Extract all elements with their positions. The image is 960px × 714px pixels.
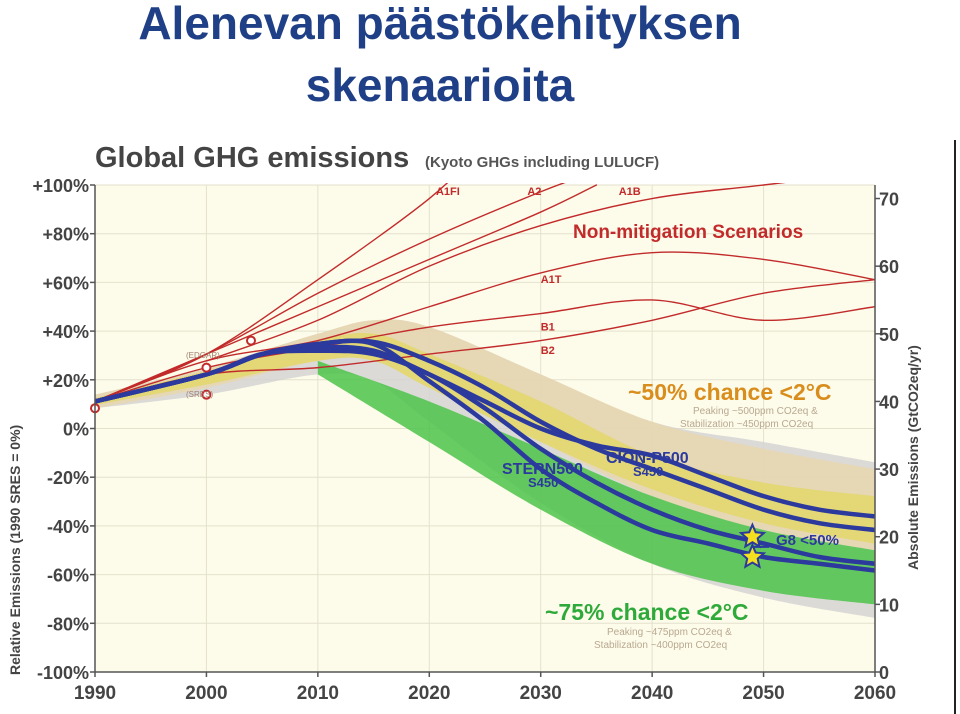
- right-tick-label: 70: [879, 190, 899, 210]
- x-tick-label: 1990: [74, 683, 116, 704]
- left-tick-label: -20%: [47, 468, 89, 488]
- right-tick-label: 0: [879, 663, 889, 683]
- g8-label: G8 <50%: [776, 532, 839, 549]
- scenario-band: [95, 333, 875, 544]
- non-mitigation-line: [95, 251, 875, 403]
- left-tick-label: 0%: [63, 420, 89, 440]
- right-tick-label: 10: [879, 595, 899, 615]
- chance50-sub1: Peaking ~500ppm CO2eq &: [693, 406, 818, 417]
- g8-star-marker: [738, 542, 767, 569]
- data-point: [201, 389, 212, 400]
- sres-label: (SRES): [186, 390, 213, 399]
- non-mitigation-line: [205, 183, 786, 362]
- g8-star-marker: [738, 522, 767, 549]
- right-tick-label: 60: [879, 257, 899, 277]
- data-point: [201, 362, 212, 373]
- right-tick-label: 40: [879, 392, 899, 412]
- x-tick-label: 2060: [854, 683, 896, 704]
- left-tick-label: -80%: [47, 614, 89, 634]
- right-border-line: [954, 140, 956, 714]
- stern-label: STERN500: [502, 461, 583, 478]
- chart-subtitle: (Kyoto GHGs including LULUCF): [425, 154, 659, 171]
- left-tick-label: -40%: [47, 517, 89, 537]
- x-tick-label: 2010: [297, 683, 339, 704]
- non-mitigation-line: [95, 183, 449, 403]
- edgar-label: (EDGAR): [186, 351, 220, 360]
- y-axis-label-left: Relative Emissions (1990 SRES = 0%): [7, 425, 23, 675]
- x-tick-label: 2040: [631, 683, 673, 704]
- series-label: A1FI: [436, 186, 460, 198]
- right-tick-label: 30: [879, 460, 899, 480]
- left-tick-label: -60%: [47, 566, 89, 586]
- x-tick-label: 2030: [520, 683, 562, 704]
- left-tick-label: +100%: [32, 176, 89, 196]
- left-tick-label: +40%: [42, 322, 89, 342]
- chart-title: Global GHG emissions: [95, 142, 409, 174]
- right-tick-label: 20: [879, 528, 899, 548]
- series-label: A1T: [541, 274, 562, 286]
- slide-title-line1: Alenevan päästökehityksen: [138, 0, 742, 49]
- chance75-sub2: Stabilization ~400ppm CO2eq: [594, 640, 727, 651]
- x-tick-label: 2050: [742, 683, 784, 704]
- y-axis-label-right: Absolute Emissions (GtCO2eq/yr): [905, 345, 921, 570]
- non-mitigation-label: Non-mitigation Scenarios: [573, 222, 803, 243]
- chance50-sub2: Stabilization ~450ppm CO2eq: [680, 419, 813, 430]
- series-label: B2: [541, 345, 555, 357]
- cion-label: CION-P500: [606, 450, 689, 467]
- left-tick-label: +80%: [42, 225, 89, 245]
- left-tick-label: -100%: [37, 663, 89, 683]
- x-tick-label: 2020: [408, 683, 450, 704]
- non-mitigation-line: [95, 184, 598, 403]
- non-mitigation-line: [95, 299, 875, 403]
- chance75-sub1: Peaking ~475ppm CO2eq &: [607, 627, 732, 638]
- left-tick-label: +20%: [42, 371, 89, 391]
- slide-title-line2: skenaarioita: [305, 59, 575, 111]
- chance75-label: ~75% chance <2°C: [545, 599, 749, 625]
- chance50-label: ~50% chance <2°C: [628, 379, 832, 405]
- stern-sub-label: S450: [528, 475, 558, 490]
- series-label: B1: [541, 321, 555, 333]
- left-tick-label: +60%: [42, 273, 89, 293]
- series-label: A1B: [619, 186, 641, 198]
- cion-sub-label: S450: [633, 464, 663, 479]
- x-tick-label: 2000: [185, 683, 227, 704]
- right-tick-label: 50: [879, 325, 899, 345]
- non-mitigation-line: [95, 183, 566, 403]
- data-point: [246, 335, 256, 346]
- series-label: A2: [527, 186, 541, 198]
